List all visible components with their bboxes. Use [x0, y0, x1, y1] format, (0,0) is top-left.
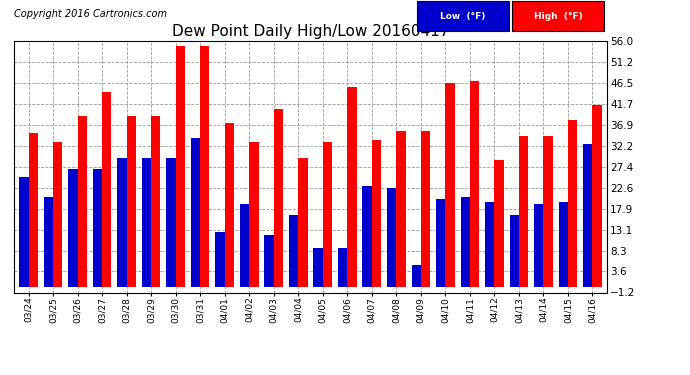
Bar	[387, 188, 396, 287]
Bar	[117, 158, 126, 287]
Bar	[200, 46, 210, 287]
Bar	[142, 158, 151, 287]
Bar	[53, 142, 62, 287]
Bar	[583, 144, 593, 287]
Bar	[421, 131, 430, 287]
Bar	[593, 105, 602, 287]
Bar	[559, 202, 568, 287]
Bar	[19, 177, 28, 287]
Bar	[568, 120, 578, 287]
Bar	[372, 140, 381, 287]
Bar	[43, 197, 53, 287]
Text: Low  (°F): Low (°F)	[440, 12, 486, 21]
Bar	[534, 204, 544, 287]
Bar	[411, 265, 421, 287]
Text: Copyright 2016 Cartronics.com: Copyright 2016 Cartronics.com	[14, 9, 167, 19]
Bar	[77, 116, 87, 287]
Bar	[485, 202, 495, 287]
Bar	[28, 134, 38, 287]
Title: Dew Point Daily High/Low 20160417: Dew Point Daily High/Low 20160417	[172, 24, 449, 39]
Bar	[519, 136, 529, 287]
Bar	[470, 81, 479, 287]
Bar	[298, 158, 308, 287]
Bar	[347, 87, 357, 287]
Bar	[92, 169, 102, 287]
Bar	[313, 248, 323, 287]
Bar	[460, 197, 470, 287]
Bar	[544, 136, 553, 287]
Bar	[445, 83, 455, 287]
Bar	[249, 142, 259, 287]
Bar	[436, 200, 445, 287]
Bar	[102, 92, 111, 287]
Bar	[510, 215, 519, 287]
Bar	[495, 160, 504, 287]
Bar	[274, 110, 283, 287]
Bar	[191, 138, 200, 287]
Bar	[166, 158, 176, 287]
Bar	[126, 116, 136, 287]
Bar	[176, 46, 185, 287]
Bar	[396, 131, 406, 287]
Bar	[225, 123, 234, 287]
Bar	[323, 142, 332, 287]
Bar	[338, 248, 347, 287]
FancyBboxPatch shape	[417, 1, 509, 31]
Bar	[362, 186, 372, 287]
Text: High  (°F): High (°F)	[533, 12, 582, 21]
FancyBboxPatch shape	[512, 1, 604, 31]
Bar	[264, 234, 274, 287]
Bar	[68, 169, 77, 287]
Bar	[240, 204, 249, 287]
Bar	[289, 215, 298, 287]
Bar	[215, 232, 225, 287]
Bar	[151, 116, 161, 287]
